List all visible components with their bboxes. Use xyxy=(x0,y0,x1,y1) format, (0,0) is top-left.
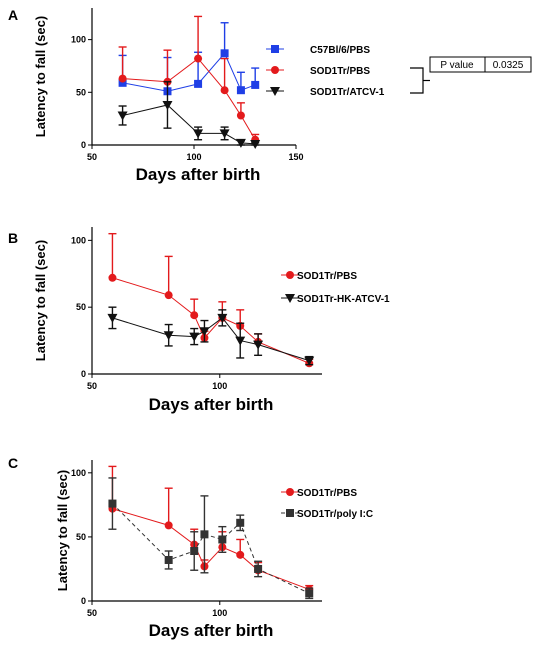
data-point xyxy=(118,78,127,87)
data-point xyxy=(250,139,261,149)
y-tick-label: 0 xyxy=(81,596,86,606)
y-tick-label: 50 xyxy=(76,302,86,312)
y-tick-label: 100 xyxy=(71,468,86,478)
data-point xyxy=(254,564,263,573)
x-axis-title: Days after birth xyxy=(136,165,261,184)
series-1 xyxy=(108,477,314,600)
data-point xyxy=(190,547,199,556)
y-axis-title: Latency to fall (sec) xyxy=(33,240,48,361)
legend-marker xyxy=(286,271,294,279)
series-0 xyxy=(108,232,314,368)
x-tick-label: 50 xyxy=(87,381,97,391)
data-point xyxy=(251,80,260,89)
data-point xyxy=(253,340,264,350)
legend-marker xyxy=(271,45,279,53)
data-point xyxy=(190,311,199,320)
legend-label: SOD1Tr/PBS xyxy=(297,271,357,282)
legend-label: SOD1Tr/PBS xyxy=(297,488,357,499)
series-1 xyxy=(118,15,260,144)
data-point xyxy=(236,86,245,95)
y-tick-label: 50 xyxy=(76,532,86,542)
legend-label: SOD1Tr-HK-ATCV-1 xyxy=(297,294,390,305)
data-point xyxy=(194,79,203,88)
x-tick-label: 50 xyxy=(87,152,97,162)
legend-label: SOD1Tr/poly I:C xyxy=(297,509,373,520)
series-0 xyxy=(118,22,260,96)
data-point xyxy=(164,291,173,300)
data-point xyxy=(236,518,245,527)
data-point xyxy=(108,499,117,508)
legend-marker xyxy=(286,488,294,496)
legend-marker xyxy=(270,87,280,96)
panel-letter: B xyxy=(8,230,18,246)
series-line xyxy=(112,277,310,364)
data-point xyxy=(118,74,127,83)
y-axis-title: Latency to fall (sec) xyxy=(33,16,48,137)
y-tick-label: 100 xyxy=(71,235,86,245)
data-point xyxy=(107,313,118,323)
p-value-value-cell xyxy=(484,56,532,73)
panel-letter: A xyxy=(8,7,18,23)
x-tick-label: 150 xyxy=(288,152,303,162)
y-tick-label: 50 xyxy=(76,87,86,97)
x-tick-label: 100 xyxy=(186,152,201,162)
y-tick-label: 0 xyxy=(81,140,86,150)
legend-label: SOD1Tr/ATCV-1 xyxy=(310,87,385,98)
significance-bracket xyxy=(410,67,424,94)
data-point xyxy=(199,327,210,337)
data-point xyxy=(305,589,314,598)
legend-marker xyxy=(286,509,294,517)
y-tick-label: 0 xyxy=(81,369,86,379)
data-point xyxy=(220,49,229,58)
series-1 xyxy=(107,306,315,366)
data-point xyxy=(304,356,315,366)
series-line xyxy=(122,52,256,92)
p-value-label: P value xyxy=(440,60,474,71)
x-tick-label: 50 xyxy=(87,608,97,618)
data-point xyxy=(194,54,203,63)
series-line xyxy=(112,317,310,362)
data-point xyxy=(236,111,245,120)
data-point xyxy=(220,86,229,95)
data-point xyxy=(164,521,173,530)
data-point xyxy=(235,336,246,346)
data-point xyxy=(217,313,228,323)
x-axis-title: Days after birth xyxy=(149,395,274,414)
data-point xyxy=(108,273,117,282)
data-point xyxy=(236,550,245,559)
data-point xyxy=(235,138,246,148)
data-point xyxy=(218,535,227,544)
legend-marker xyxy=(285,294,295,303)
data-point xyxy=(189,332,200,342)
data-point xyxy=(200,530,209,539)
legend-label: SOD1Tr/PBS xyxy=(310,66,370,77)
data-point xyxy=(219,129,230,139)
y-axis-title: Latency to fall (sec) xyxy=(55,470,70,591)
panel-letter: C xyxy=(8,455,18,471)
y-tick-label: 100 xyxy=(71,35,86,45)
series-line xyxy=(122,104,256,145)
legend-label: C57Bl/6/PBS xyxy=(310,45,370,56)
legend-marker xyxy=(271,66,279,74)
series-line xyxy=(122,57,256,140)
data-point xyxy=(193,129,204,139)
data-point xyxy=(162,100,173,110)
p-value-value: 0.0325 xyxy=(493,60,524,71)
data-point xyxy=(117,111,128,121)
data-point xyxy=(163,331,174,341)
series-2 xyxy=(117,81,261,149)
x-axis-title: Days after birth xyxy=(149,621,274,640)
series-line xyxy=(112,508,310,590)
x-tick-label: 100 xyxy=(212,381,227,391)
x-tick-label: 100 xyxy=(212,608,227,618)
data-point xyxy=(164,555,173,564)
